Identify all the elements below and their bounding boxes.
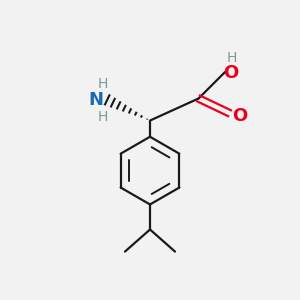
Text: N: N: [88, 91, 103, 109]
Text: H: H: [98, 77, 108, 91]
Text: H: H: [98, 110, 108, 124]
Text: H: H: [226, 52, 237, 65]
Text: O: O: [223, 64, 238, 82]
Text: O: O: [232, 107, 248, 125]
